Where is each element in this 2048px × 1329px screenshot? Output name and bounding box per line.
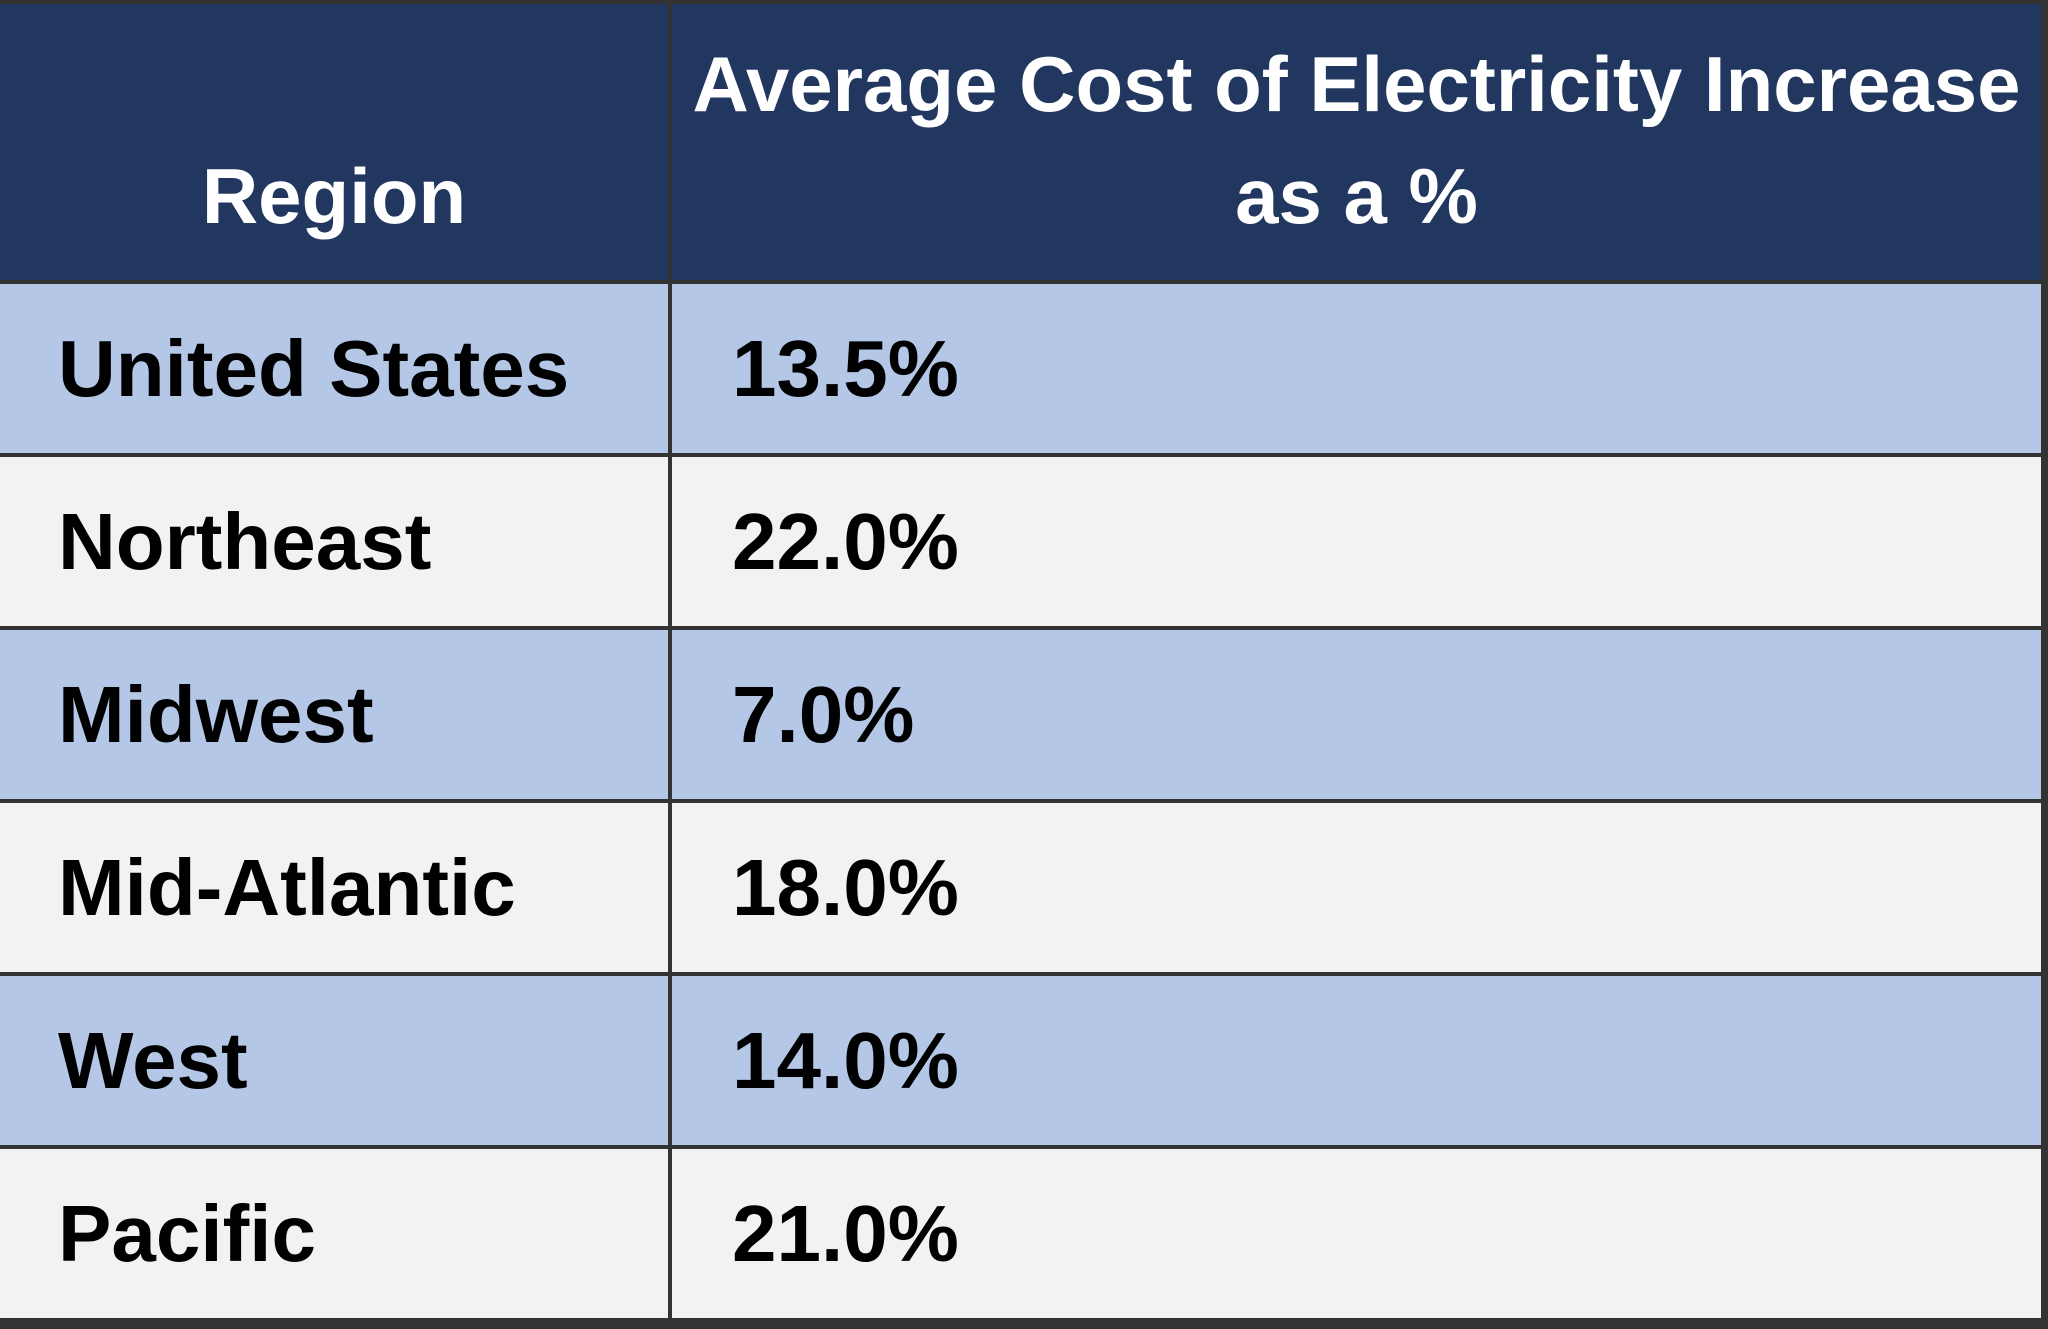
header-cost-increase: Average Cost of Electricity Increase as … xyxy=(668,0,2045,284)
region-cell: Mid-Atlantic xyxy=(0,799,672,976)
table-row: Northeast 22.0% xyxy=(0,453,2045,630)
region-cell: West xyxy=(0,972,672,1149)
table-row: West 14.0% xyxy=(0,972,2045,1149)
table-row: Midwest 7.0% xyxy=(0,626,2045,803)
table-row: United States 13.5% xyxy=(0,280,2045,457)
table-row: Mid-Atlantic 18.0% xyxy=(0,799,2045,976)
region-cell: United States xyxy=(0,280,672,457)
header-row: Region Average Cost of Electricity Incre… xyxy=(0,0,2045,284)
region-cell: Pacific xyxy=(0,1145,672,1322)
header-region: Region xyxy=(0,0,672,284)
value-cell: 13.5% xyxy=(668,280,2045,457)
value-cell: 22.0% xyxy=(668,453,2045,630)
region-cell: Northeast xyxy=(0,453,672,630)
value-cell: 7.0% xyxy=(668,626,2045,803)
value-cell: 14.0% xyxy=(668,972,2045,1149)
table-row: Pacific 21.0% xyxy=(0,1145,2045,1322)
region-cell: Midwest xyxy=(0,626,672,803)
value-cell: 21.0% xyxy=(668,1145,2045,1322)
value-cell: 18.0% xyxy=(668,799,2045,976)
